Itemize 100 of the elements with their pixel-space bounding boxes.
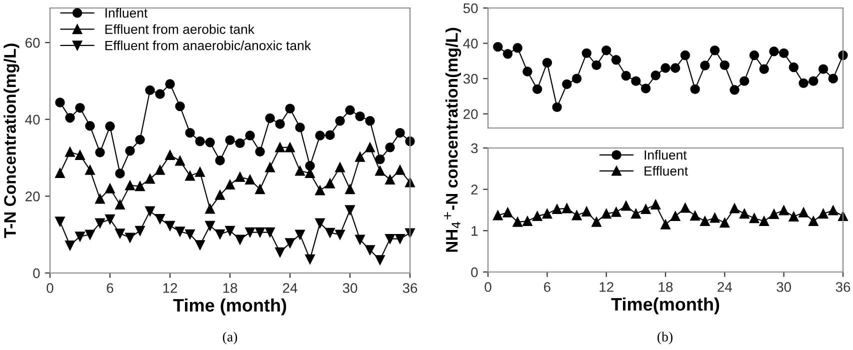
point	[65, 112, 75, 123]
point	[255, 227, 265, 238]
point	[195, 136, 205, 146]
x-tick-label: 6	[106, 283, 114, 293]
point	[552, 204, 562, 214]
point	[295, 230, 305, 240]
x-tick-label: 0	[484, 282, 492, 292]
point	[798, 78, 808, 88]
point	[650, 200, 660, 210]
point	[245, 174, 255, 185]
point	[660, 220, 670, 230]
y-tick-label: 20	[26, 192, 40, 202]
point	[335, 230, 345, 240]
y-axis-title: T-N Concentration(mg/L)	[4, 44, 20, 238]
x-tick-label: 30	[342, 283, 358, 293]
point	[305, 160, 315, 171]
x-tick-label: 18	[658, 282, 673, 292]
point	[631, 76, 641, 86]
x-axis-title: Time(month)	[611, 297, 720, 314]
point	[315, 130, 325, 140]
point	[405, 228, 415, 238]
point	[165, 79, 175, 89]
x-tick-label: 0	[46, 283, 54, 293]
point	[355, 111, 365, 122]
point	[95, 218, 105, 228]
point	[125, 146, 135, 156]
point	[818, 208, 828, 219]
text: (a)	[222, 332, 238, 344]
y-tick-label: 40	[25, 114, 40, 125]
point	[135, 134, 145, 145]
point	[512, 43, 522, 53]
point	[355, 234, 365, 244]
x-tick-label: 30	[776, 282, 792, 292]
point	[670, 211, 680, 222]
point	[385, 234, 395, 244]
point	[65, 240, 75, 250]
point	[255, 184, 265, 194]
point	[395, 234, 405, 244]
point	[235, 172, 245, 182]
point	[522, 66, 532, 76]
point	[818, 64, 828, 74]
point	[808, 76, 818, 86]
point	[95, 148, 105, 158]
point	[828, 74, 838, 84]
point	[145, 174, 155, 184]
point	[355, 152, 365, 162]
y-tick-label: 30	[463, 74, 478, 84]
point	[155, 89, 165, 99]
point	[650, 70, 660, 80]
point	[285, 104, 295, 114]
point	[305, 254, 315, 264]
point	[215, 190, 225, 200]
point	[205, 220, 215, 231]
point	[105, 214, 115, 224]
point	[365, 245, 375, 255]
point	[740, 76, 750, 86]
point	[660, 63, 670, 73]
point	[315, 218, 325, 228]
point	[205, 204, 215, 214]
point	[562, 79, 572, 90]
point	[493, 42, 503, 52]
point	[245, 227, 255, 238]
point	[720, 60, 730, 70]
point	[700, 216, 710, 226]
point	[265, 113, 275, 124]
point	[542, 208, 552, 219]
point	[335, 116, 345, 126]
point	[375, 255, 385, 265]
x-tick-label: 24	[718, 282, 732, 292]
point	[115, 168, 125, 178]
point	[175, 156, 185, 166]
point	[592, 217, 602, 227]
point	[710, 45, 720, 56]
x-tick-label: 12	[163, 283, 178, 293]
point	[135, 226, 145, 236]
y-tick-label: 60	[26, 38, 40, 48]
point	[55, 216, 65, 226]
y-tick-label: 20	[464, 109, 478, 120]
point	[769, 209, 779, 219]
point	[365, 142, 375, 152]
x-tick-label: 36	[836, 282, 850, 292]
point	[385, 174, 395, 185]
y-tick-label: 3	[471, 143, 478, 154]
point	[778, 48, 789, 58]
point	[285, 142, 295, 152]
point	[395, 128, 405, 138]
x-axis-title: Time (month)	[173, 298, 286, 316]
point	[375, 154, 385, 164]
point	[225, 180, 235, 190]
point	[582, 48, 592, 58]
point	[95, 194, 105, 204]
point	[335, 162, 345, 172]
point	[55, 98, 65, 108]
point	[145, 85, 155, 96]
point	[680, 203, 690, 213]
x-tick-label: 12	[600, 282, 614, 292]
point	[640, 204, 651, 214]
point	[759, 64, 769, 74]
point	[611, 55, 622, 65]
point	[175, 101, 185, 112]
